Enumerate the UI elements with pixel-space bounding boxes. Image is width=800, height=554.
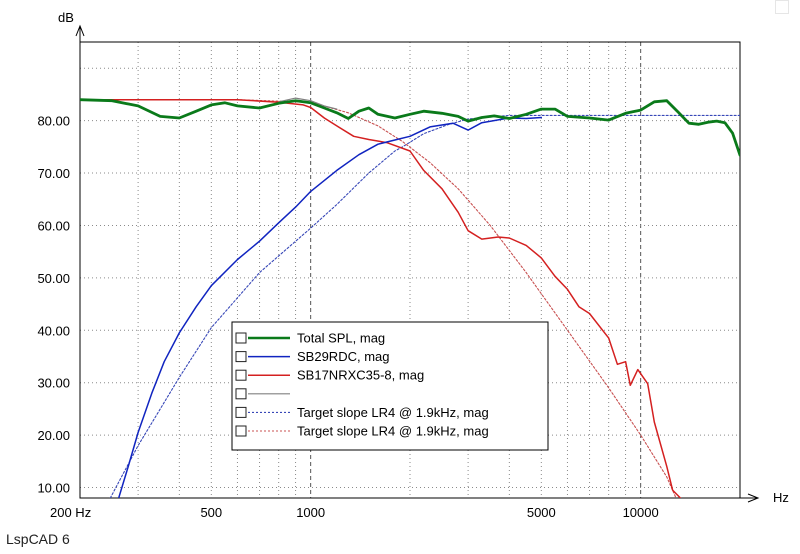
x-axis-arrow [747,493,760,503]
x-tick-label: 500 [200,505,222,520]
y-tick-label: 80.00 [37,114,70,129]
corner-control[interactable] [775,0,789,14]
legend-box [231,321,549,451]
y-axis-label: dB [58,10,74,25]
app-name-label: LspCAD 6 [6,531,70,547]
legend-label: Total SPL, mag [297,331,385,346]
y-tick-label: 40.00 [37,323,70,338]
x-axis-label: Hz [773,490,789,505]
legend-label: Target slope LR4 @ 1.9kHz, mag [297,405,489,420]
series-line-3 [278,97,338,110]
series-line-0 [80,98,740,157]
axes [75,24,760,503]
series-lines [80,97,740,498]
legend: Total SPL, mag SB29RDC, mag SB17NRXC35-8, … [231,321,549,451]
legend-checkbox[interactable] [235,332,247,344]
legend-checkbox[interactable] [235,369,247,381]
y-tick-label: 10.00 [37,481,70,496]
y-tick-label: 20.00 [37,428,70,443]
legend-checkbox[interactable] [235,425,247,437]
series-line-4 [109,114,740,498]
y-tick-label: 30.00 [37,376,70,391]
y-tick-label: 50.00 [37,271,70,286]
series-line-2 [80,98,682,498]
y-axis-arrow [75,24,85,37]
legend-checkbox[interactable] [235,351,247,363]
x-tick-labels: 200 Hz 500 1000 5000 10000 [50,505,659,520]
x-tick-label: 10000 [623,505,659,520]
x-tick-label: 1000 [296,505,325,520]
x-tick-label: 200 Hz [50,505,91,520]
legend-checkbox[interactable] [235,406,247,418]
legend-label: SB17NRXC35-8, mag [297,368,424,383]
series-line-1 [117,116,543,498]
legend-label: Target slope LR4 @ 1.9kHz, mag [297,424,489,439]
legend-checkbox[interactable] [235,388,247,400]
y-tick-label: 70.00 [37,166,70,181]
legend-label: SB29RDC, mag [297,349,389,364]
x-tick-label: 5000 [527,505,556,520]
y-tick-labels: 10.00 20.00 30.00 40.00 50.00 60.00 70.00 80.00 [37,114,70,496]
y-tick-label: 60.00 [37,218,70,233]
